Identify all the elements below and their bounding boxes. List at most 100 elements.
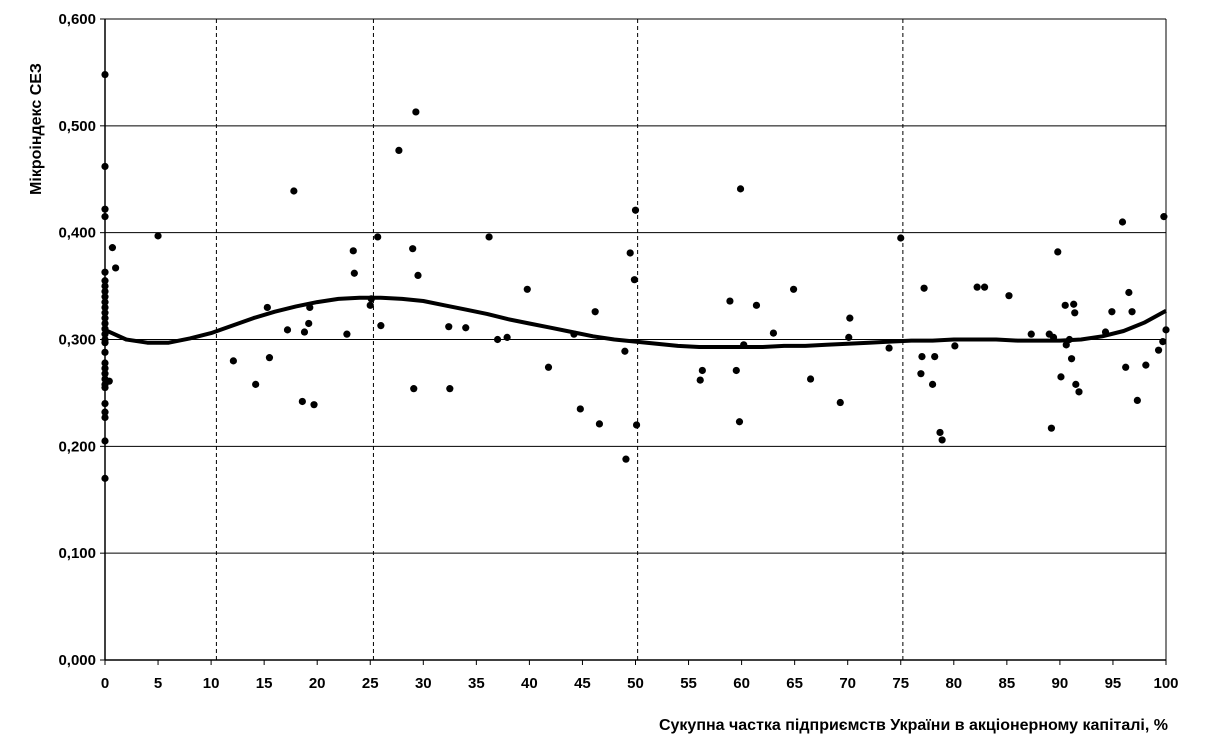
data-point [632,421,641,429]
data-point [493,335,502,344]
data-point [917,370,925,378]
data-point [973,283,981,291]
data-point [1054,248,1062,256]
data-point [1125,288,1133,297]
data-point [1122,363,1130,371]
data-point [1005,292,1013,300]
x-tick-label: 10 [203,675,220,692]
data-point [252,380,260,388]
data-point [736,185,745,193]
data-point [310,401,318,409]
x-tick-label: 65 [786,675,803,692]
data-point [845,333,853,341]
data-point [631,206,640,214]
data-point [412,108,420,116]
data-point [409,245,417,253]
data-point [101,213,109,221]
data-point [1075,388,1083,396]
data-point [298,397,306,406]
data-point [101,437,109,445]
data-point [101,162,109,171]
y-tick-label: 0,600 [58,11,96,28]
y-tick-label: 0,500 [58,118,96,135]
data-point [290,187,298,195]
data-point [485,233,493,241]
data-point [101,309,109,317]
data-point [101,298,109,306]
data-point [752,301,761,309]
data-point [1133,396,1141,404]
data-point [936,428,944,437]
x-tick-label: 80 [945,675,962,692]
data-point [283,326,292,334]
data-point [101,314,109,322]
x-tick-label: 30 [415,675,432,692]
data-point [726,297,734,305]
data-point [735,418,744,426]
x-tick-label: 45 [574,675,591,692]
data-point [630,276,639,284]
data-point [732,366,740,375]
data-point [154,232,162,240]
data-point [101,287,109,296]
horizontal-gridlines [105,18,1166,554]
data-point [1128,308,1136,316]
data-point [576,405,584,413]
data-point [101,293,109,301]
x-tick-label: 5 [154,675,162,692]
data-point [846,314,854,322]
data-point [101,205,109,213]
data-point [101,383,109,392]
x-tick-label: 90 [1052,675,1069,692]
data-point [1057,373,1065,381]
data-point [101,408,109,416]
data-point [101,348,109,356]
x-tick-label: 75 [892,675,909,692]
data-point [101,400,109,408]
data-point [101,359,109,367]
data-point [300,328,309,336]
data-point [101,474,109,482]
data-point [928,380,937,388]
data-point [951,342,959,350]
data-point [446,385,454,393]
data-point [920,284,928,292]
data-point [885,344,893,352]
data-point [1159,338,1167,346]
x-tick-label: 35 [468,675,485,692]
data-point [938,436,946,444]
data-point [101,277,109,285]
data-point [789,285,798,293]
data-point [622,455,630,463]
data-point [806,375,815,383]
data-points [101,70,1170,482]
data-point [101,303,109,312]
data-point [410,385,418,393]
data-point [595,420,604,428]
data-point [101,413,109,422]
data-point [101,70,109,79]
data-point [1162,326,1170,334]
data-point [769,329,778,337]
data-point [377,322,385,330]
data-point [263,303,271,312]
data-point [265,354,274,362]
x-tick-label: 95 [1105,675,1122,692]
data-point [918,352,926,361]
trend-line [104,295,1167,349]
data-point [980,283,989,291]
data-point [101,364,109,372]
y-tick-label: 0,400 [58,225,96,242]
data-point [1160,213,1168,221]
data-point [101,282,109,290]
data-point [1061,301,1069,309]
data-point [523,285,531,293]
x-axis-title: Сукупна частка підприємств України в акц… [659,717,1168,734]
data-point [414,271,422,279]
data-point [112,264,120,272]
data-point [698,366,706,375]
x-axis-tick-labels: 0 5 10 15 20 25 30 35 40 45 50 55 60 65 70 75 80 85 90 95 10… [101,675,1179,692]
data-point [108,244,117,252]
data-point [366,301,374,309]
data-point [101,319,109,328]
